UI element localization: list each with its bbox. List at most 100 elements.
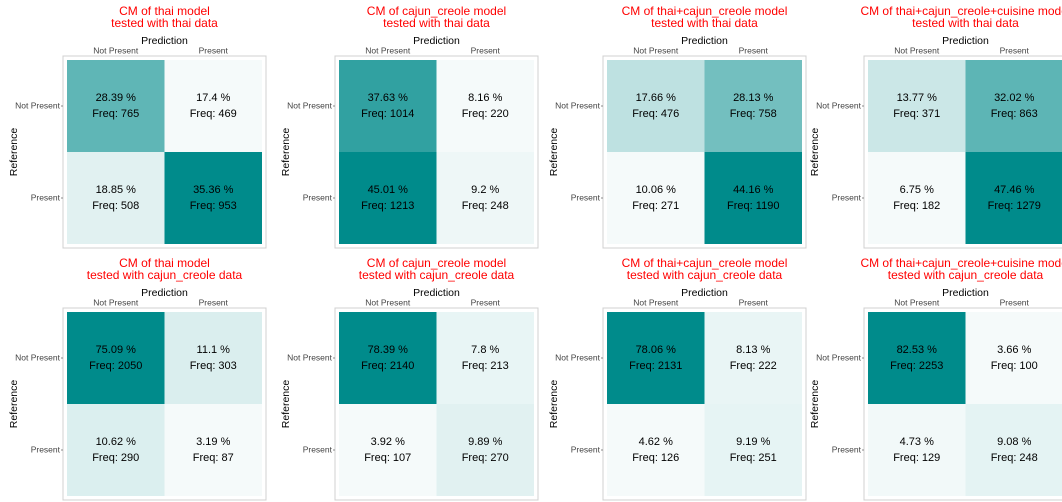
y-tick-label: Present [303,444,333,454]
heatmap-cell [868,312,966,404]
freq-label: Freq: 213 [462,360,509,372]
heatmap-cell [339,312,437,404]
heatmap-cell [164,312,262,404]
freq-label: Freq: 251 [730,452,777,464]
x-tick-label: Present [199,45,229,55]
percent-label: 8.16 % [468,92,502,104]
percent-label: 75.09 % [96,344,137,356]
chart-title: CM of thai model [119,256,210,270]
chart-title: tested with cajun_creole data [627,268,783,282]
plot-border [334,307,539,501]
percent-label: 32.02 % [994,92,1035,104]
x-tick-label: Not Present [633,45,679,55]
x-tick-label: Present [471,45,501,55]
heatmap-cell [164,404,262,496]
y-tick-label: Present [832,192,862,202]
freq-label: Freq: 953 [190,200,237,212]
y-tick-label: Present [571,192,601,202]
y-tick-label: Not Present [15,100,61,110]
chart-title: CM of thai+cajun_creole model [622,4,788,18]
y-tick-label: Not Present [15,352,61,362]
y-tick-label: Present [31,444,61,454]
heatmap-cell [436,312,534,404]
heatmap-cell [67,404,165,496]
heatmap-cell [868,60,966,152]
percent-label: 17.4 % [196,92,230,104]
heatmap-cell [965,152,1062,244]
percent-label: 37.63 % [368,92,409,104]
percent-label: 10.62 % [96,436,137,448]
x-axis-title: Prediction [681,287,728,299]
freq-label: Freq: 129 [893,452,940,464]
x-tick-label: Not Present [365,297,411,307]
freq-label: Freq: 2131 [629,360,682,372]
x-tick-label: Not Present [93,297,139,307]
percent-label: 13.77 % [897,92,938,104]
percent-label: 11.1 % [197,344,231,356]
chart-title: tested with thai data [111,16,218,30]
x-tick-label: Not Present [93,45,139,55]
y-tick-label: Present [303,192,333,202]
y-tick-label: Present [832,444,862,454]
percent-label: 44.16 % [733,184,774,196]
y-axis-title: Reference [548,128,560,177]
freq-label: Freq: 1014 [361,108,414,120]
freq-label: Freq: 765 [92,108,139,120]
percent-label: 10.06 % [636,184,677,196]
plot-border [334,55,539,249]
freq-label: Freq: 758 [730,108,777,120]
heatmap-cell [965,60,1062,152]
y-axis-title: Reference [8,380,20,429]
heatmap-cell [704,312,802,404]
heatmap-cell [67,312,165,404]
heatmap-cell [67,60,165,152]
percent-label: 45.01 % [368,184,409,196]
chart-title: CM of thai+cajun_creole+cuisine model [860,4,1062,18]
heatmap-cell [339,60,437,152]
percent-label: 17.66 % [636,92,677,104]
chart-title: tested with cajun_creole data [359,268,515,282]
freq-label: Freq: 270 [462,452,509,464]
y-tick-label: Not Present [287,352,333,362]
freq-label: Freq: 1213 [361,200,414,212]
heatmap-cell [67,152,165,244]
y-tick-label: Present [571,444,601,454]
plot-border [602,55,807,249]
percent-label: 3.92 % [371,436,405,448]
y-axis-title: Reference [280,128,292,177]
y-tick-label: Present [31,192,61,202]
x-tick-label: Not Present [365,45,411,55]
y-tick-label: Not Present [555,100,601,110]
freq-label: Freq: 248 [991,452,1038,464]
heatmap-cell [965,404,1062,496]
heatmap-cell [164,152,262,244]
percent-label: 4.62 % [639,436,673,448]
freq-label: Freq: 126 [632,452,679,464]
freq-label: Freq: 1190 [727,200,779,212]
x-tick-label: Present [739,45,769,55]
heatmap-cell [339,152,437,244]
percent-label: 28.13 % [733,92,774,104]
freq-label: Freq: 1279 [988,200,1041,212]
percent-label: 47.46 % [994,184,1035,196]
percent-label: 9.08 % [997,436,1031,448]
plot-border [62,55,267,249]
x-tick-label: Present [739,297,769,307]
percent-label: 7.8 % [471,344,499,356]
heatmap-cell [868,404,966,496]
heatmap-cell [607,60,705,152]
plot-border [863,55,1062,249]
y-tick-label: Not Present [555,352,601,362]
x-axis-title: Prediction [413,35,460,47]
x-tick-label: Present [1000,297,1030,307]
plot-border [62,307,267,501]
chart-title: CM of thai model [119,4,210,18]
freq-label: Freq: 371 [893,108,940,120]
y-axis-title: Reference [548,380,560,429]
heatmap-cell [164,60,262,152]
percent-label: 9.2 % [471,184,499,196]
freq-label: Freq: 469 [190,108,237,120]
chart-title: tested with thai data [383,16,490,30]
x-axis-title: Prediction [413,287,460,299]
chart-title: tested with thai data [912,16,1019,30]
